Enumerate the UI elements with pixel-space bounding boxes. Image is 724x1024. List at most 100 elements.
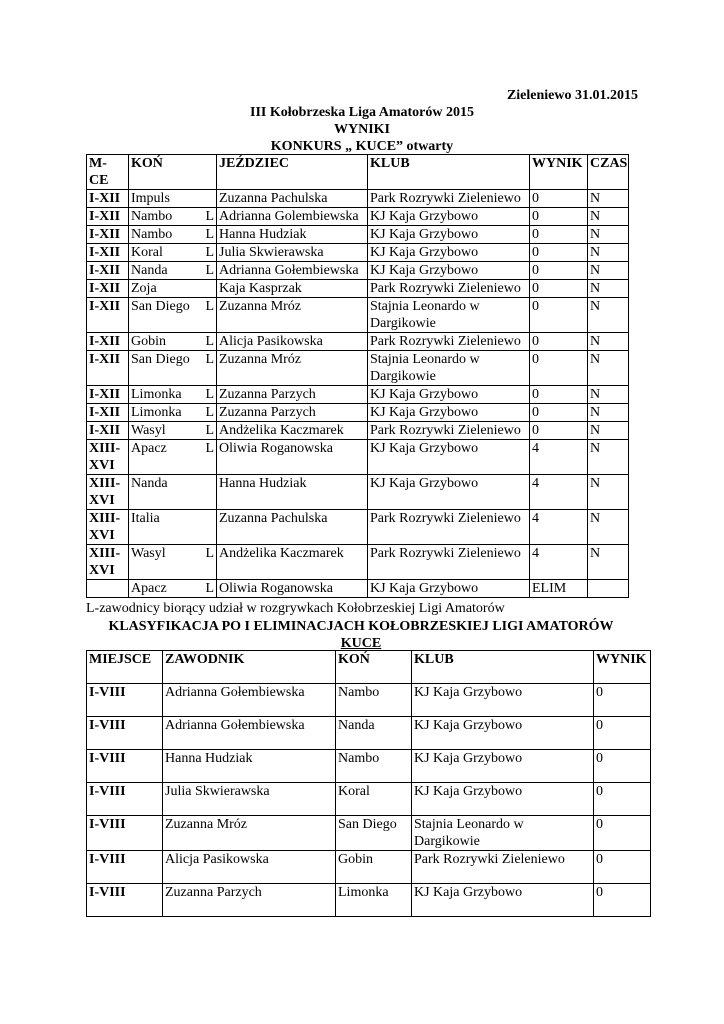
time-cell: N: [587, 243, 629, 262]
place-cell: I-VIII: [86, 749, 163, 783]
table-row: I-XII Zoja Kaja Kasprzak Park Rozrywki Ziel…: [86, 279, 629, 298]
place-cell: I-VIII: [86, 883, 163, 917]
column-header: WYNIK: [529, 154, 588, 190]
league-flag: L: [205, 245, 214, 260]
column-header: CZAS: [587, 154, 629, 190]
place-cell: I-XII: [86, 421, 129, 440]
table-row: L Apacz Oliwia Roganowska KJ Kaja Grzybowo E…: [86, 579, 629, 598]
result-cell: 4: [529, 474, 588, 510]
horse-name: Limonka: [131, 405, 182, 420]
horse-cell: Gobin: [335, 850, 412, 884]
rider-cell: Zuzanna Mróz: [162, 815, 336, 851]
table-row: I-VIII Adrianna Gołembiewska Nambo KJ Kaja …: [86, 683, 651, 717]
horse-name: Nanda: [131, 476, 168, 491]
horse-cell: L Apacz: [128, 439, 217, 475]
rider-cell: Hanna Hudziak: [162, 749, 336, 783]
result-cell: 0: [529, 350, 588, 386]
rider-cell: Oliwia Roganowska: [216, 579, 368, 598]
table-row: I-XII L Nambo Adrianna Golembiewska KJ Kaja …: [86, 207, 629, 226]
league-flag: L: [205, 263, 214, 278]
rider-cell: Hanna Hudziak: [216, 225, 368, 244]
rider-cell: Adrianna Gołembiewska: [216, 261, 368, 280]
place-cell: I-VIII: [86, 716, 163, 750]
club-cell: Stajnia Leonardo w Dargikowie: [411, 815, 594, 851]
rider-cell: Oliwia Roganowska: [216, 439, 368, 475]
place-cell: XIII-XVI: [86, 439, 129, 475]
table-row: I-VIII Adrianna Gołembiewska Nanda KJ Kaja …: [86, 716, 651, 750]
place-cell: I-XII: [86, 385, 129, 404]
table-row: I-XII L San Diego Zuzanna Mróz Stajnia Leona…: [86, 297, 629, 333]
place-cell: I-XII: [86, 350, 129, 386]
horse-name: Zoja: [131, 281, 157, 296]
legend-note: L-zawodnicy biorący udział w rozgrywkach…: [86, 601, 505, 616]
horse-cell: L Nanda: [128, 261, 217, 280]
horse-cell: San Diego: [335, 815, 412, 851]
horse-cell: Zoja: [128, 279, 217, 298]
result-cell: 0: [593, 683, 651, 717]
club-cell: KJ Kaja Grzybowo: [367, 243, 530, 262]
club-cell: Park Rozrywki Zieleniewo: [367, 189, 530, 208]
league-flag: L: [205, 405, 214, 420]
rider-cell: Adrianna Gołembiewska: [162, 716, 336, 750]
rider-cell: Zuzanna Parzych: [216, 385, 368, 404]
place-cell: XIII-XVI: [86, 474, 129, 510]
club-cell: KJ Kaja Grzybowo: [367, 225, 530, 244]
horse-cell: Limonka: [335, 883, 412, 917]
results-header-row: M-CE KOŃ JEŹDZIEC KLUB WYNIK CZAS: [86, 154, 629, 190]
classification-subtitle: KUCE: [340, 636, 382, 651]
league-flag: L: [205, 299, 214, 314]
table-row: I-XII L Limonka Zuzanna Parzych KJ Kaja Grzy…: [86, 403, 629, 422]
club-cell: Stajnia Leonardo w Dargikowie: [367, 297, 530, 333]
horse-cell: L Limonka: [128, 385, 217, 404]
club-cell: KJ Kaja Grzybowo: [367, 385, 530, 404]
place-cell: XIII-XVI: [86, 544, 129, 580]
result-cell: 4: [529, 509, 588, 545]
place-cell: I-XII: [86, 261, 129, 280]
time-cell: N: [587, 544, 629, 580]
league-flag: L: [205, 334, 214, 349]
club-cell: Park Rozrywki Zieleniewo: [367, 509, 530, 545]
table-row: XIII-XVI L Wasyl Andżelika Kaczmarek Park Ro…: [86, 544, 629, 580]
place-cell: I-XII: [86, 207, 129, 226]
rider-cell: Kaja Kasprzak: [216, 279, 368, 298]
horse-cell: L Limonka: [128, 403, 217, 422]
result-cell: 0: [529, 279, 588, 298]
club-cell: KJ Kaja Grzybowo: [367, 439, 530, 475]
rider-cell: Julia Skwierawska: [162, 782, 336, 816]
club-cell: KJ Kaja Grzybowo: [411, 683, 594, 717]
rider-cell: Alicja Pasikowska: [216, 332, 368, 351]
classification-header: KLASYFIKACJA PO I ELIMINACJACH KOŁOBRZES…: [86, 618, 636, 652]
place-cell: [86, 579, 129, 598]
league-flag: L: [205, 387, 214, 402]
rider-cell: Zuzanna Mróz: [216, 350, 368, 386]
club-cell: KJ Kaja Grzybowo: [411, 782, 594, 816]
document-header: III Kołobrzeska Liga Amatorów 2015 WYNIK…: [86, 104, 638, 155]
horse-cell: L Koral: [128, 243, 217, 262]
result-cell: 0: [593, 815, 651, 851]
rider-cell: Zuzanna Parzych: [162, 883, 336, 917]
rider-cell: Andżelika Kaczmarek: [216, 421, 368, 440]
horse-name: Gobin: [131, 334, 166, 349]
result-cell: 0: [593, 782, 651, 816]
horse-cell: Nambo: [335, 749, 412, 783]
rider-cell: Zuzanna Parzych: [216, 403, 368, 422]
result-cell: 0: [593, 850, 651, 884]
rider-cell: Andżelika Kaczmarek: [216, 544, 368, 580]
league-flag: L: [205, 546, 214, 561]
horse-cell: L Gobin: [128, 332, 217, 351]
club-cell: KJ Kaja Grzybowo: [411, 883, 594, 917]
club-cell: KJ Kaja Grzybowo: [367, 261, 530, 280]
table-row: I-XII L Nambo Hanna Hudziak KJ Kaja Grzybowo…: [86, 225, 629, 244]
document-subtitle: WYNIKI: [333, 122, 390, 137]
table-row: XIII-XVI L Apacz Oliwia Roganowska KJ Kaja G…: [86, 439, 629, 475]
club-cell: Park Rozrywki Zieleniewo: [367, 279, 530, 298]
horse-cell: Koral: [335, 782, 412, 816]
horse-name: San Diego: [131, 352, 190, 367]
column-header: KLUB: [367, 154, 530, 190]
column-header: KOŃ: [335, 650, 412, 684]
league-flag: L: [205, 209, 214, 224]
table-row: I-VIII Zuzanna Parzych Limonka KJ Kaja Grzy…: [86, 883, 651, 917]
classification-table: MIEJSCE ZAWODNIK KOŃ KLUB WYNIK I-VIII Adrian…: [86, 650, 651, 917]
result-cell: 0: [529, 332, 588, 351]
table-row: I-VIII Alicja Pasikowska Gobin Park Rozrywk…: [86, 850, 651, 884]
